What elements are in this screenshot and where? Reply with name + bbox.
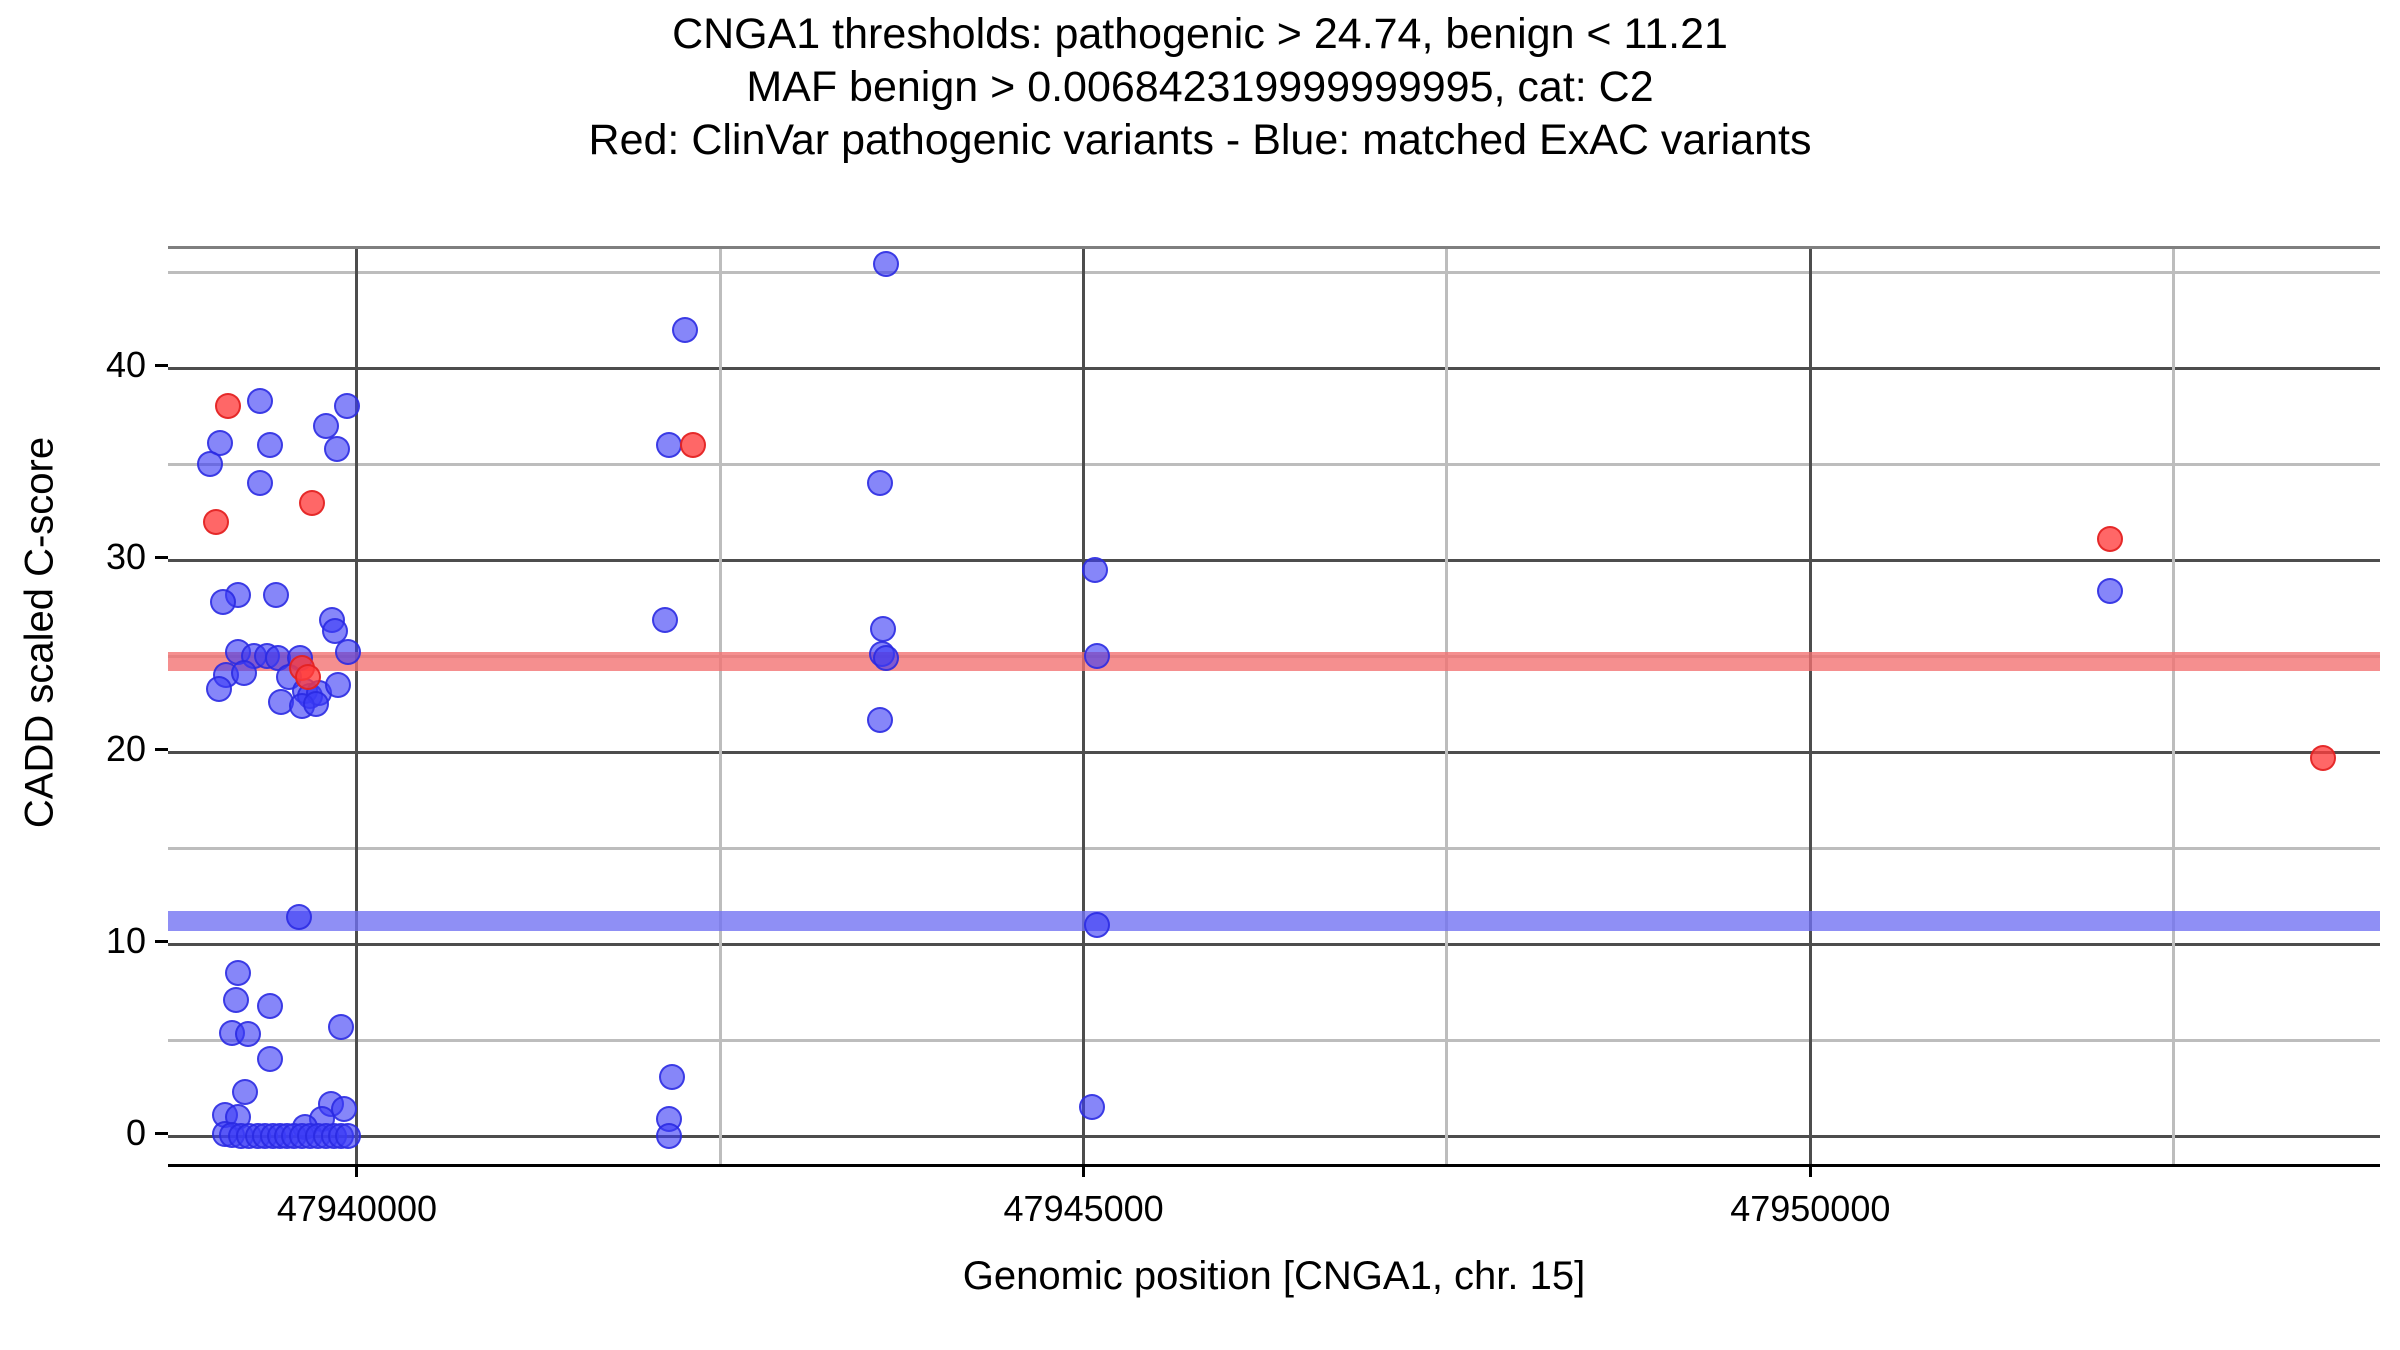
- data-point-blue: [323, 435, 350, 462]
- gridline-y-minor: [168, 846, 2380, 850]
- data-point-blue: [867, 706, 894, 733]
- x-axis-title: Genomic position [CNGA1, chr. 15]: [962, 1254, 1586, 1298]
- y-tick: [155, 1131, 168, 1135]
- data-point-blue: [232, 1079, 259, 1106]
- data-point-blue: [325, 671, 352, 698]
- gridline-y-minor: [168, 1038, 2380, 1042]
- threshold-band-pathogenic: [168, 651, 2380, 671]
- data-point-blue: [285, 904, 312, 931]
- gridline-y-major: [168, 1134, 2380, 1138]
- data-point-blue: [1079, 1094, 1106, 1121]
- data-point-blue: [2096, 577, 2123, 604]
- data-point-red: [202, 508, 229, 535]
- gridline-y-major: [168, 942, 2380, 946]
- threshold-band-benign: [168, 911, 2380, 931]
- x-tick: [1808, 1164, 1812, 1177]
- title-line-2: MAF benign > 0.006842319999999995, cat: …: [746, 63, 1654, 111]
- data-point-blue: [330, 1096, 357, 1123]
- data-point-red: [2310, 744, 2337, 771]
- y-tick: [155, 747, 168, 751]
- x-axis-line: [168, 1164, 2380, 1167]
- data-point-red: [2096, 525, 2123, 552]
- title-line-3: Red: ClinVar pathogenic variants - Blue:…: [588, 116, 1812, 164]
- gridline-y-minor: [168, 270, 2380, 274]
- data-point-blue: [246, 470, 273, 497]
- gridline-x-minor: [718, 249, 722, 1167]
- data-point-blue: [246, 387, 273, 414]
- x-tick-label: 47940000: [276, 1188, 438, 1229]
- data-point-blue: [205, 675, 232, 702]
- data-point-blue: [652, 606, 679, 633]
- y-tick: [155, 555, 168, 559]
- data-point-blue: [256, 431, 283, 458]
- y-tick: [155, 939, 168, 943]
- data-point-blue: [1083, 643, 1110, 670]
- data-point-blue: [313, 412, 340, 439]
- plot-area: [168, 249, 2380, 1167]
- gridline-x-major: [1082, 249, 1086, 1167]
- x-tick-label: 47945000: [1003, 1188, 1164, 1229]
- y-tick-label: 30: [105, 536, 146, 578]
- data-point-red: [298, 489, 325, 516]
- gridline-y-major: [168, 366, 2380, 370]
- data-point-blue: [224, 960, 251, 987]
- data-point-blue: [335, 639, 362, 666]
- y-tick-label: 10: [105, 920, 146, 962]
- data-point-blue: [1083, 912, 1110, 939]
- title-line-1: CNGA1 thresholds: pathogenic > 24.74, be…: [672, 10, 1728, 58]
- gridline-y-major: [168, 558, 2380, 562]
- data-point-blue: [333, 393, 360, 420]
- data-point-blue: [234, 1021, 261, 1048]
- y-tick-label: 0: [125, 1112, 146, 1154]
- x-tick: [355, 1164, 359, 1177]
- data-point-blue: [659, 1063, 686, 1090]
- gridline-x-minor: [2172, 249, 2176, 1167]
- data-point-blue: [867, 470, 894, 497]
- data-point-blue: [210, 589, 237, 616]
- gridline-y-major: [168, 750, 2380, 754]
- gridline-x-major: [1808, 249, 1812, 1167]
- data-point-blue: [223, 986, 250, 1013]
- chart-title: CNGA1 thresholds: pathogenic > 24.74, be…: [0, 8, 2400, 167]
- data-point-blue: [1082, 556, 1109, 583]
- data-point-blue: [303, 691, 330, 718]
- data-point-blue: [262, 581, 289, 608]
- data-point-blue: [872, 251, 899, 278]
- gridline-y-minor: [168, 462, 2380, 466]
- x-tick-label: 47950000: [1730, 1188, 1891, 1229]
- data-point-blue: [256, 1046, 283, 1073]
- y-tick-label: 40: [105, 344, 146, 386]
- x-tick: [1082, 1164, 1086, 1177]
- data-point-red: [294, 664, 321, 691]
- data-point-blue: [197, 451, 224, 478]
- data-point-blue: [870, 616, 897, 643]
- y-tick-label: 20: [105, 728, 146, 770]
- plot-panel: [168, 246, 2380, 1167]
- data-point-blue: [256, 992, 283, 1019]
- data-point-blue: [656, 431, 683, 458]
- data-point-red: [215, 393, 242, 420]
- data-point-blue: [656, 1123, 683, 1150]
- gridline-x-major: [355, 249, 359, 1167]
- data-point-blue: [335, 1123, 362, 1150]
- gridline-x-minor: [1445, 249, 1449, 1167]
- data-point-blue: [672, 316, 699, 343]
- data-point-blue: [872, 645, 899, 672]
- y-tick: [155, 363, 168, 367]
- data-point-blue: [327, 1013, 354, 1040]
- data-point-red: [679, 431, 706, 458]
- data-point-blue: [230, 660, 257, 687]
